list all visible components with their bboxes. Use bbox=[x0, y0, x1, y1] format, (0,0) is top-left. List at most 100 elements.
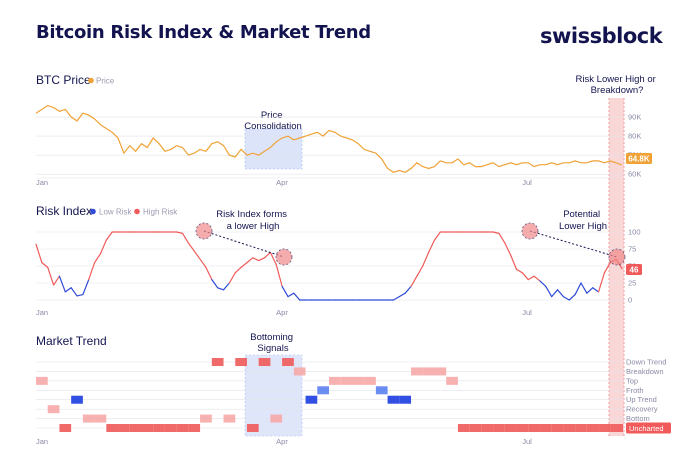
bottoming-signals-line-1: Bottoming bbox=[250, 332, 293, 343]
risk-series-segment bbox=[93, 253, 102, 264]
trend-segment bbox=[317, 386, 329, 395]
trend-segment bbox=[504, 424, 517, 432]
risk-series-segment bbox=[422, 251, 430, 267]
price-consolidation-line-2: Consolidation bbox=[244, 121, 302, 132]
risk-x-tick-labels: Jan Apr Jul bbox=[36, 308, 532, 317]
trend-segment bbox=[375, 386, 388, 395]
trend-x-tick-labels: Jan Apr Jul bbox=[36, 437, 532, 446]
risk-y-tick-label: 25 bbox=[628, 279, 636, 288]
trend-level-label: Uncharted bbox=[629, 424, 664, 433]
risk-series-segment bbox=[99, 239, 107, 255]
risk-series-segment bbox=[52, 275, 61, 286]
price-y-tick-label: 90K bbox=[628, 113, 641, 122]
risk-series-segment bbox=[228, 272, 236, 284]
trend-level-label: Top bbox=[626, 376, 638, 385]
trend-segment bbox=[246, 424, 259, 432]
risk-series-segment bbox=[82, 279, 90, 296]
risk-series-segment bbox=[76, 293, 84, 297]
risk-series-segment bbox=[234, 266, 242, 274]
risk-series-segment bbox=[252, 257, 260, 262]
price-y-tick-label: 80K bbox=[628, 132, 641, 141]
trend-segment bbox=[457, 424, 470, 432]
trend-segment bbox=[223, 414, 236, 423]
trend-segment bbox=[539, 424, 552, 432]
risk-y-tick-label: 75 bbox=[628, 245, 636, 254]
trend-level-label: Breakdown bbox=[626, 367, 664, 376]
trend-segment bbox=[200, 414, 212, 423]
risk-y-tick-label: 0 bbox=[628, 296, 632, 305]
price-y-tick-labels: 60K70K80K90K bbox=[628, 113, 641, 179]
risk-series-segment bbox=[246, 257, 254, 264]
high-risk-legend-swatch bbox=[134, 208, 140, 215]
risk-series-segment bbox=[539, 280, 547, 287]
trend-segment bbox=[598, 424, 611, 432]
risk-series-segment bbox=[574, 282, 582, 296]
trend-segment bbox=[176, 424, 189, 432]
risk-series-segment bbox=[211, 279, 219, 289]
trend-segment bbox=[235, 358, 247, 366]
price-last-value-badge bbox=[626, 153, 652, 164]
risk-series-segment bbox=[504, 242, 512, 256]
risk-series-segment bbox=[88, 262, 96, 281]
breakdown-question-line-2: Breakdown? bbox=[591, 85, 644, 96]
risk-series-segment bbox=[521, 272, 529, 281]
price-legend-label: Price bbox=[96, 77, 115, 86]
risk-gridlines bbox=[36, 231, 624, 301]
risk-series-segment bbox=[281, 285, 289, 298]
risk-series-segment bbox=[176, 231, 184, 234]
risk-series-segment bbox=[41, 262, 49, 268]
risk-series-segment bbox=[240, 262, 248, 268]
risk-series-segment bbox=[181, 232, 189, 244]
trend-panel-title: Market Trend bbox=[36, 334, 107, 348]
risk-series-segment bbox=[603, 262, 611, 274]
trend-segment bbox=[153, 424, 165, 432]
risk-series-segment bbox=[533, 275, 541, 282]
risk-series-segment bbox=[515, 268, 523, 274]
risk-series-segment bbox=[35, 243, 43, 264]
risk-series-segment bbox=[47, 266, 55, 286]
risk-y-tick-label: 100 bbox=[628, 228, 641, 237]
trend-current-level-badge bbox=[626, 422, 671, 434]
trend-segment bbox=[622, 424, 623, 432]
trend-series bbox=[36, 358, 623, 432]
trend-x-tick-label: Jul bbox=[522, 437, 532, 446]
high-risk-legend-label: High Risk bbox=[143, 208, 178, 217]
potential-lower-high-line-1: Potential bbox=[563, 209, 600, 220]
risk-series-segment bbox=[556, 289, 565, 298]
price-x-tick-label: Apr bbox=[276, 178, 288, 187]
trend-x-tick-label: Jan bbox=[36, 437, 48, 446]
risk-series-segment bbox=[416, 265, 424, 277]
page-title: Bitcoin Risk Index & Market Trend bbox=[36, 22, 371, 43]
price-x-tick-label: Jan bbox=[36, 178, 48, 187]
trend-segment bbox=[94, 414, 107, 423]
risk-last-value: 46 bbox=[630, 266, 639, 275]
risk-series-segment bbox=[187, 242, 195, 252]
price-legend-swatch bbox=[88, 77, 94, 84]
trend-segment bbox=[71, 395, 83, 404]
price-x-tick-labels: Jan Apr Jul bbox=[36, 178, 532, 187]
trend-segment bbox=[469, 424, 482, 432]
trend-segment bbox=[610, 424, 622, 432]
trend-segment bbox=[516, 424, 529, 432]
trend-segment bbox=[364, 376, 376, 385]
price-x-tick-label: Jul bbox=[522, 178, 532, 187]
potential-lower-high-line-2: Lower High bbox=[559, 221, 607, 232]
trend-gridlines bbox=[36, 361, 624, 429]
risk-x-tick-label: Apr bbox=[276, 308, 288, 317]
trend-segment bbox=[481, 424, 494, 432]
trend-segment bbox=[551, 424, 564, 432]
trend-level-label: Up Trend bbox=[626, 395, 657, 404]
trend-segment bbox=[270, 414, 283, 423]
trend-segment bbox=[399, 395, 412, 404]
trend-segment bbox=[211, 358, 224, 366]
risk-panel-title: Risk Index bbox=[36, 204, 92, 218]
risk-series-segment bbox=[287, 292, 295, 298]
risk-series-segment bbox=[545, 285, 553, 298]
trend-segment bbox=[528, 424, 540, 432]
risk-series-segment bbox=[562, 296, 570, 301]
trend-segment bbox=[258, 358, 271, 366]
breakdown-highlight-band bbox=[609, 98, 624, 436]
risk-series-segment bbox=[199, 258, 207, 268]
